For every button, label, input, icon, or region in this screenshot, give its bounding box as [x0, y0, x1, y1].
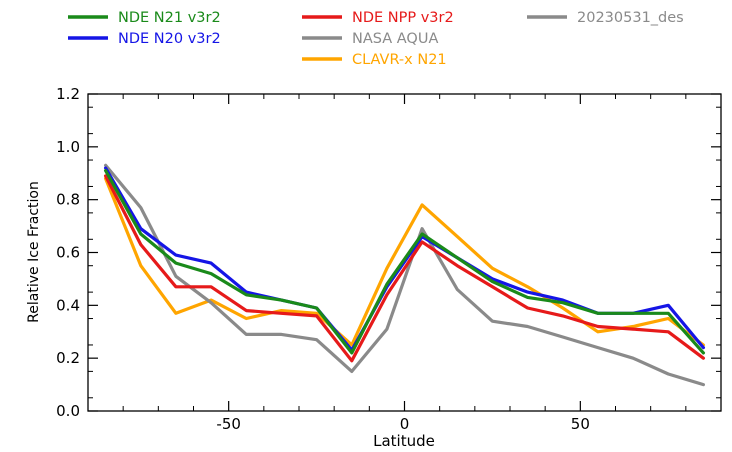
y-tick-label: 0.6 [56, 244, 80, 262]
y-tick-label: 0.8 [56, 191, 80, 209]
x-tick-label: 50 [571, 415, 590, 433]
y-tick-label: 0.2 [56, 349, 80, 367]
series-layer [106, 165, 704, 384]
series-line [106, 171, 704, 353]
y-tick-label: 1.2 [56, 85, 80, 103]
x-tick-label: -50 [216, 415, 241, 433]
y-tick-label: 0.4 [56, 296, 80, 314]
legend-label: CLAVR-x N21 [352, 52, 447, 68]
axes-layer: 0.0 0.2 0.4 0.6 0.8 1.0 1.2 -50 0 50 [56, 85, 721, 433]
legend-label: NDE NPP v3r2 [352, 10, 454, 26]
legend-label: NDE N20 v3r2 [118, 31, 221, 47]
legend-label: NASA AQUA [352, 31, 438, 47]
legend: NDE N21 v3r2 NDE N20 v3r2 NDE NPP v3r2 NASA… [68, 10, 684, 68]
series-line [106, 165, 704, 384]
x-tick-label: 0 [400, 415, 410, 433]
legend-label: NDE N21 v3r2 [118, 10, 221, 26]
y-axis-label: Relative Ice Fraction [26, 181, 42, 323]
plot-frame [88, 94, 721, 411]
legend-label: 20230531_des [577, 10, 684, 26]
y-tick-label: 1.0 [56, 138, 80, 156]
x-axis-label: Latitude [373, 432, 435, 450]
y-tick-label: 0.0 [56, 402, 80, 420]
